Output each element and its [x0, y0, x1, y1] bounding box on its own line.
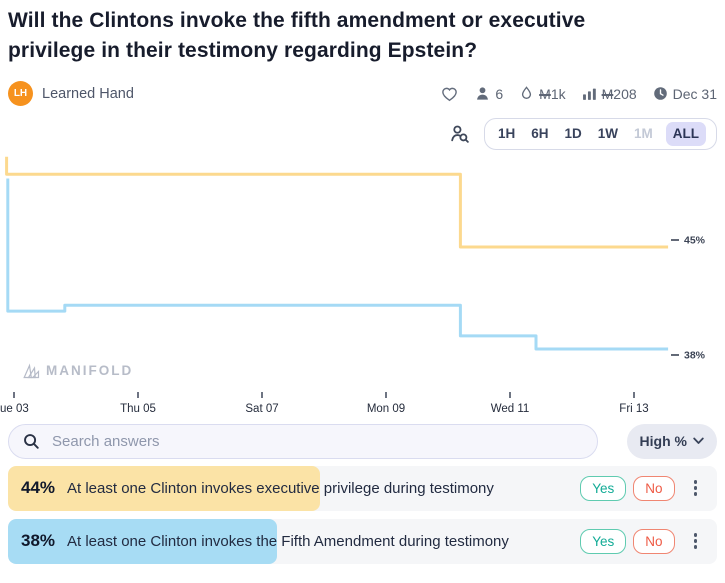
- market-stats: 6 M1k M208 Dec 31: [440, 84, 717, 103]
- probability-fill: [8, 465, 320, 511]
- answer-menu-icon[interactable]: [691, 530, 701, 552]
- chart-line-executive-privilege: [5, 156, 669, 248]
- clock-icon: [653, 87, 667, 100]
- creator-name[interactable]: Learned Hand: [42, 85, 134, 102]
- liquidity-stat[interactable]: M1k: [518, 85, 566, 102]
- x-axis-label: Thu 05: [120, 403, 156, 415]
- search-input[interactable]: [50, 431, 584, 451]
- time-range-selector: 1H 6H 1D 1W 1M ALL: [483, 118, 717, 150]
- chart-line-fifth-amendment: [6, 178, 669, 350]
- answer-percent: 44%: [21, 478, 56, 497]
- range-all[interactable]: ALL: [665, 122, 706, 146]
- close-date: Dec 31: [672, 85, 717, 102]
- answer-row-executive-privilege[interactable]: 44% At least one Clinton invokes executi…: [8, 465, 717, 511]
- range-1w[interactable]: 1W: [597, 126, 618, 141]
- traders-count: 6: [495, 85, 504, 102]
- x-axis-label: Fri 13: [619, 403, 648, 415]
- market-page: Will the Clintons invoke the fifth amend…: [0, 6, 725, 583]
- zoom-chart-icon[interactable]: [449, 123, 470, 144]
- traders-stat[interactable]: 6: [474, 85, 503, 102]
- answer-percent: 38%: [21, 531, 56, 550]
- sort-value: High %: [639, 433, 687, 449]
- answer-label: At least one Clinton invokes the Fifth A…: [67, 532, 509, 550]
- x-axis-label: ue 03: [0, 403, 29, 415]
- chart-end-label-fifth-amendment: 38%: [684, 349, 706, 361]
- answer-actions: Yes No: [580, 475, 717, 501]
- bar-chart-icon: [582, 88, 596, 100]
- volume-amount: M208: [601, 85, 637, 102]
- probability-fill: [8, 518, 278, 564]
- x-axis-label: Wed 11: [491, 403, 530, 415]
- search-icon: [24, 433, 39, 449]
- mana-symbol: M: [539, 85, 551, 102]
- sort-dropdown[interactable]: High %: [626, 423, 717, 459]
- answer-menu-icon[interactable]: [691, 477, 701, 499]
- page-title: Will the Clintons invoke the fifth amend…: [8, 9, 586, 62]
- manifold-logo-icon: [23, 362, 40, 378]
- x-axis-label: Mon 09: [367, 403, 405, 415]
- avatar[interactable]: LH: [8, 81, 33, 106]
- bet-no-button[interactable]: No: [633, 528, 675, 554]
- x-axis-label: Sat 07: [245, 403, 278, 415]
- range-1h[interactable]: 1H: [497, 126, 516, 141]
- bet-yes-button[interactable]: Yes: [580, 528, 627, 554]
- chevron-down-icon: [693, 437, 704, 444]
- answer-row-fifth-amendment[interactable]: 38% At least one Clinton invokes the Fif…: [8, 518, 717, 564]
- watermark: MANIFOLD: [22, 362, 133, 380]
- heart-icon: [442, 87, 458, 102]
- search-box[interactable]: [8, 423, 598, 459]
- watermark-text: MANIFOLD: [46, 363, 134, 378]
- price-chart[interactable]: 45% 38% ue 03 Thu 05 Sat 07 Mon 09 Wed 11 Fri 1…: [0, 153, 725, 418]
- bet-no-button[interactable]: No: [633, 475, 675, 501]
- answer-actions: Yes No: [580, 528, 717, 554]
- droplet-icon: [522, 86, 532, 99]
- answer-label: At least one Clinton invokes executive p…: [67, 479, 494, 497]
- chart-end-label-executive-privilege: 45%: [684, 234, 706, 246]
- close-date-stat[interactable]: Dec 31: [652, 85, 717, 102]
- person-icon: [477, 87, 489, 100]
- volume-stat[interactable]: M208: [581, 85, 637, 102]
- range-6h[interactable]: 6H: [531, 126, 549, 141]
- chart-area: 45% 38% ue 03 Thu 05 Sat 07 Mon 09 Wed 11 Fri 1…: [0, 153, 725, 418]
- answers-toolbar: High %: [8, 423, 717, 459]
- liquidity-amount: M1k: [539, 85, 566, 102]
- mana-symbol: M: [601, 85, 614, 102]
- range-1d[interactable]: 1D: [564, 126, 582, 141]
- chart-controls: 1H 6H 1D 1W 1M ALL: [8, 118, 717, 150]
- like-button[interactable]: [440, 84, 459, 103]
- answers-list: 44% At least one Clinton invokes executi…: [8, 465, 717, 564]
- creator-row: LH Learned Hand 6 M1k M208 Dec 31: [8, 81, 717, 106]
- range-1m[interactable]: 1M: [633, 126, 653, 141]
- bet-yes-button[interactable]: Yes: [580, 475, 627, 501]
